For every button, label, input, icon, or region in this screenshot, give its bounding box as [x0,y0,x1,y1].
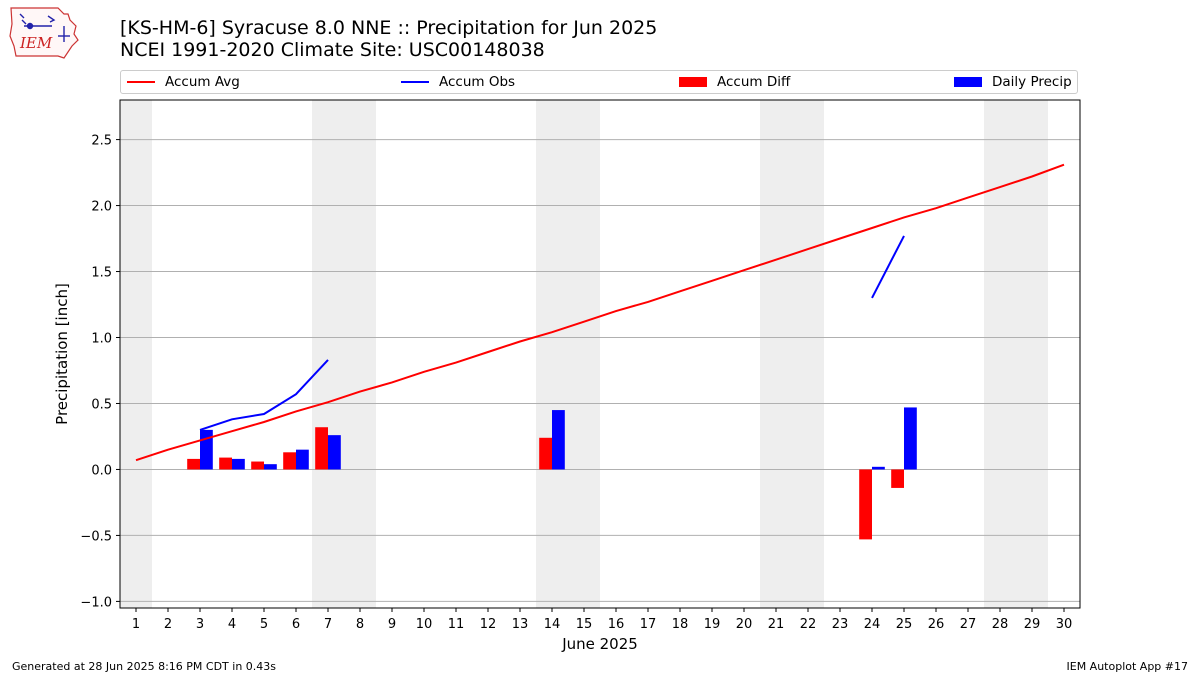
x-tick-label: 27 [960,617,977,632]
accum-avg-line [135,163,1065,462]
legend-item-accum-avg: Accum Avg [127,74,240,90]
x-tick-label: 16 [608,617,625,632]
legend-label: Accum Diff [717,74,791,90]
daily-precip-bar [264,464,277,470]
chart-legend: Accum Avg Accum Obs Accum Diff Daily Precip [120,70,1078,94]
x-tick-label: 30 [1056,617,1073,632]
daily-precip-bar [232,458,245,470]
x-axis-label: June 2025 [561,635,638,653]
y-tick-label: 1.0 [91,332,112,347]
accum-obs-line [199,359,329,431]
x-tick-label: 25 [896,617,913,632]
x-tick-label: 5 [260,617,268,632]
y-tick-label: −0.5 [80,529,112,544]
x-tick-label: 14 [544,617,561,632]
x-tick-label: 10 [416,617,433,632]
accum-diff-bar [219,457,232,470]
x-tick-label: 29 [1024,617,1041,632]
weekend-shade [984,100,1016,608]
logo-text: IEM [19,34,53,52]
legend-swatch [401,81,429,83]
iem-logo: IEM [9,7,79,59]
x-tick-label: 1 [132,617,140,632]
accum-diff-bar [251,461,264,470]
y-tick-label: −1.0 [80,595,112,610]
x-tick-label: 13 [512,617,529,632]
legend-swatch [127,81,155,83]
accum-diff-bar [283,452,296,470]
chart-title: [KS-HM-6] Syracuse 8.0 NNE :: Precipitat… [120,17,658,39]
x-tick-label: 2 [164,617,172,632]
x-tick-label: 11 [448,617,465,632]
accum-diff-bar [859,469,872,540]
weekend-shade [792,100,824,608]
x-tick-label: 6 [292,617,300,632]
weekend-shade [760,100,792,608]
x-tick-label: 20 [736,617,753,632]
y-axis-label: Precipitation [inch] [53,283,71,425]
legend-item-accum-diff: Accum Diff [679,74,790,90]
weekend-shade [120,100,152,608]
daily-precip-bar [296,449,309,470]
daily-precip-bar [200,429,213,470]
daily-precip-bar [904,407,917,470]
y-tick-label: 2.0 [91,200,112,215]
legend-label: Accum Avg [165,74,240,90]
accum-diff-bar [891,469,904,488]
legend-swatch [679,77,707,87]
weekend-shade [536,100,568,608]
x-tick-label: 4 [228,617,236,632]
x-tick-label: 18 [672,617,689,632]
x-tick-label: 8 [356,617,364,632]
x-tick-label: 9 [388,617,396,632]
x-tick-label: 28 [992,617,1009,632]
y-tick-label: 2.5 [91,134,112,149]
x-tick-label: 24 [864,617,881,632]
x-tick-label: 17 [640,617,657,632]
legend-label: Accum Obs [439,74,516,90]
daily-precip-bar [872,466,885,470]
weekend-shade [568,100,600,608]
legend-item-accum-obs: Accum Obs [401,74,515,90]
weekend-shade [1016,100,1048,608]
x-tick-label: 22 [800,617,817,632]
accum-obs-line [871,235,905,299]
accum-diff-bar [187,458,200,470]
weekend-shade [312,100,344,608]
weekend-shade [344,100,376,608]
y-tick-label: 1.5 [91,266,112,281]
legend-swatch [954,77,982,87]
footer-app-label: IEM Autoplot App #17 [1066,660,1189,673]
daily-precip-bar [552,410,565,470]
plot-frame [119,99,1081,609]
accum-diff-bar [315,427,328,470]
x-tick-label: 12 [480,617,497,632]
footer-generated-text: Generated at 28 Jun 2025 8:16 PM CDT in … [12,660,277,673]
x-tick-label: 7 [324,617,332,632]
x-tick-label: 15 [576,617,593,632]
y-tick-label: 0.5 [91,397,112,412]
daily-precip-bar [328,435,341,470]
x-tick-label: 23 [832,617,849,632]
chart-subtitle: NCEI 1991-2020 Climate Site: USC00148038 [120,39,545,61]
x-tick-label: 19 [704,617,721,632]
x-tick-label: 3 [196,617,204,632]
accum-diff-bar [539,437,552,470]
legend-label: Daily Precip [992,74,1072,90]
x-tick-label: 26 [928,617,945,632]
legend-item-daily-precip: Daily Precip [954,74,1072,90]
x-tick-label: 21 [768,617,785,632]
y-tick-label: 0.0 [91,463,112,478]
